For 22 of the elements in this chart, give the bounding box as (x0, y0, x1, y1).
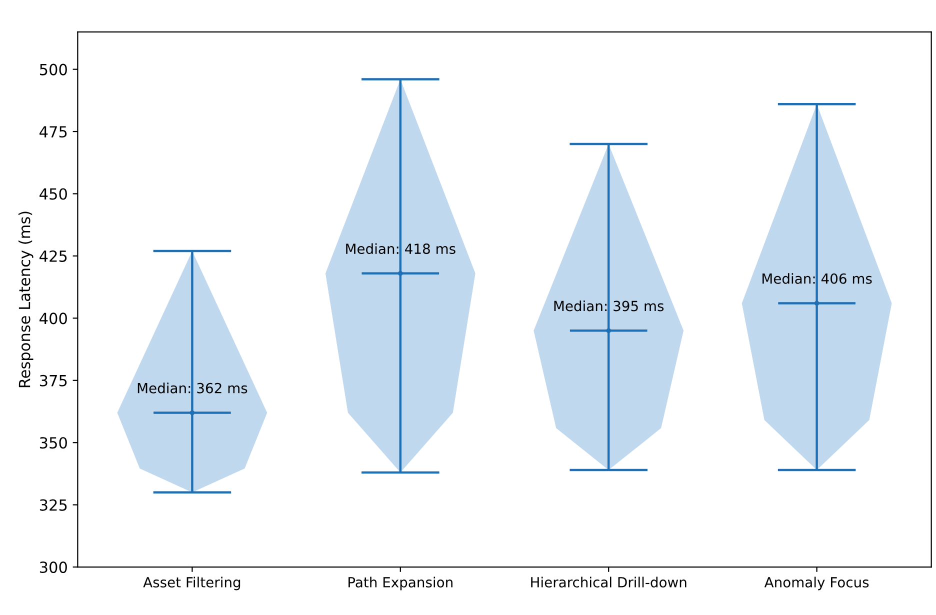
annotation: Median: 395 ms (554, 300, 664, 312)
y-tick-label: 500 (40, 64, 67, 76)
x-tick-label: Anomaly Focus (764, 576, 869, 590)
annotation: Median: 418 ms (346, 243, 456, 254)
point (190, 410, 195, 416)
y-tick-label: 375 (40, 374, 67, 386)
point (398, 270, 403, 276)
y-tick-label: 300 (40, 561, 67, 574)
y-tick-label: 400 (40, 312, 67, 324)
annotation: Median: 362 ms (138, 382, 248, 394)
point (606, 328, 612, 334)
x-tick-label: Path Expansion (348, 576, 452, 590)
point (814, 300, 820, 306)
y-tick-label: 475 (40, 126, 67, 138)
y-tick-label: 350 (40, 437, 67, 449)
y-tick-label: 450 (40, 188, 67, 200)
annotation: Median: 406 ms (762, 273, 872, 284)
x-tick-label: Hierarchical Drill-down (531, 576, 686, 588)
y-axis-title: Response Latency (ms) (18, 212, 34, 388)
x-tick-label: Asset Filtering (143, 576, 240, 590)
y-tick-label: 425 (40, 250, 67, 262)
y-tick-label: 325 (40, 499, 67, 511)
